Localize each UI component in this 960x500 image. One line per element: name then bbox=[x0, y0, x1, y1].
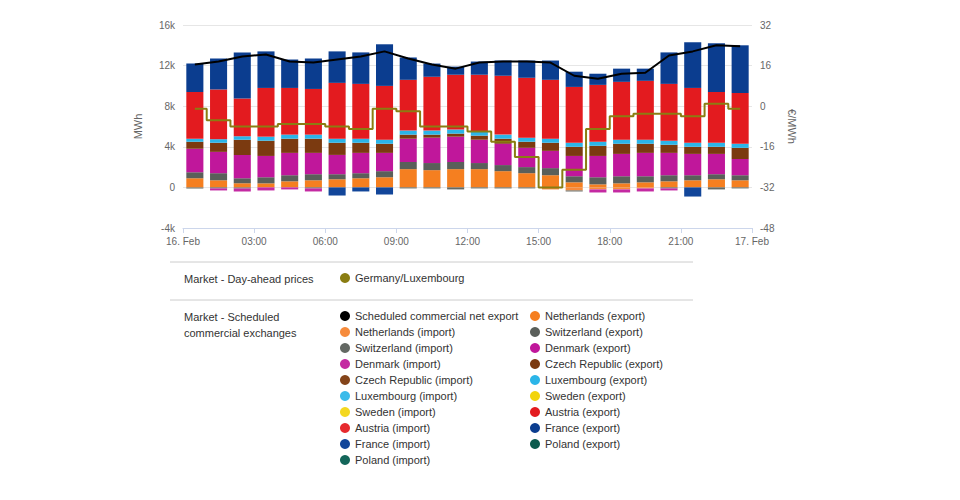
svg-text:MWh: MWh bbox=[132, 114, 144, 140]
svg-text:Germany/Luxembourg: Germany/Luxembourg bbox=[355, 272, 464, 284]
svg-text:commercial exchanges: commercial exchanges bbox=[184, 327, 297, 339]
svg-text:Switzerland (import): Switzerland (import) bbox=[355, 342, 453, 354]
svg-text:21:00: 21:00 bbox=[668, 236, 693, 247]
svg-text:Luxembourg (import): Luxembourg (import) bbox=[355, 390, 457, 402]
svg-text:Scheduled commercial net expor: Scheduled commercial net export bbox=[355, 310, 518, 322]
svg-text:-32: -32 bbox=[760, 182, 775, 193]
svg-text:Market - Day-ahead prices: Market - Day-ahead prices bbox=[184, 273, 314, 285]
svg-text:06:00: 06:00 bbox=[313, 236, 338, 247]
svg-text:16: 16 bbox=[760, 60, 772, 71]
svg-text:Luxembourg (export): Luxembourg (export) bbox=[545, 374, 647, 386]
svg-text:4k: 4k bbox=[164, 141, 176, 152]
svg-text:Market - Scheduled: Market - Scheduled bbox=[184, 311, 282, 323]
svg-text:-16: -16 bbox=[760, 141, 775, 152]
svg-text:Denmark (export): Denmark (export) bbox=[545, 342, 631, 354]
svg-text:Austria (export): Austria (export) bbox=[545, 406, 620, 418]
svg-text:Austria (import): Austria (import) bbox=[355, 422, 430, 434]
svg-text:32: 32 bbox=[760, 20, 772, 31]
svg-text:16. Feb: 16. Feb bbox=[166, 236, 200, 247]
svg-text:09:00: 09:00 bbox=[384, 236, 409, 247]
svg-text:Czech Republic (import): Czech Republic (import) bbox=[355, 374, 473, 386]
svg-text:Netherlands (export): Netherlands (export) bbox=[545, 310, 645, 322]
svg-text:18:00: 18:00 bbox=[597, 236, 622, 247]
svg-text:Sweden (import): Sweden (import) bbox=[355, 406, 436, 418]
svg-text:0: 0 bbox=[760, 101, 766, 112]
svg-text:France (import): France (import) bbox=[355, 438, 430, 450]
svg-text:17. Feb: 17. Feb bbox=[735, 236, 769, 247]
svg-text:0: 0 bbox=[169, 182, 175, 193]
svg-text:03:00: 03:00 bbox=[242, 236, 267, 247]
svg-text:Poland (export): Poland (export) bbox=[545, 438, 620, 450]
svg-text:Sweden (export): Sweden (export) bbox=[545, 390, 626, 402]
svg-text:12k: 12k bbox=[159, 60, 176, 71]
svg-text:€/MWh: €/MWh bbox=[786, 109, 798, 144]
svg-text:Netherlands (import): Netherlands (import) bbox=[355, 326, 455, 338]
svg-text:Poland (import): Poland (import) bbox=[355, 454, 430, 466]
svg-text:Denmark (import): Denmark (import) bbox=[355, 358, 441, 370]
svg-text:12:00: 12:00 bbox=[455, 236, 480, 247]
svg-text:Switzerland (export): Switzerland (export) bbox=[545, 326, 643, 338]
svg-text:Czech Republic (export): Czech Republic (export) bbox=[545, 358, 663, 370]
svg-text:8k: 8k bbox=[164, 101, 176, 112]
svg-text:15:00: 15:00 bbox=[526, 236, 551, 247]
svg-text:France (export): France (export) bbox=[545, 422, 620, 434]
svg-text:-48: -48 bbox=[760, 223, 775, 234]
svg-text:16k: 16k bbox=[159, 20, 176, 31]
svg-text:-4k: -4k bbox=[161, 223, 176, 234]
